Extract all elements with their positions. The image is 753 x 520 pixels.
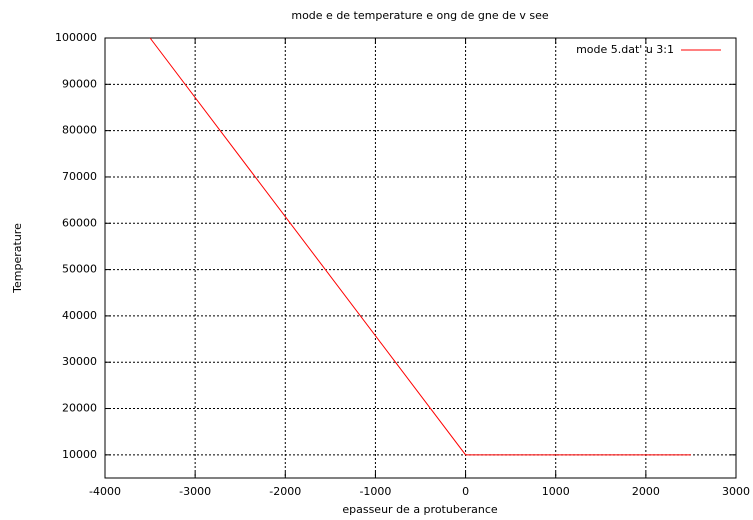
y-tick-label: 50000 (62, 263, 97, 276)
y-axis-label: Temperature (11, 223, 24, 294)
y-tick-label: 70000 (62, 170, 97, 183)
y-tick-label: 20000 (62, 402, 97, 415)
y-tick-label: 10000 (62, 448, 97, 461)
y-tick-label: 90000 (62, 77, 97, 90)
plot-frame (104, 37, 737, 479)
y-tick-label: 100000 (55, 31, 97, 44)
legend-label: mode 5.dat' u 3:1 (576, 43, 674, 56)
y-tick-label: 60000 (62, 216, 97, 229)
x-tick-label: -1000 (359, 485, 391, 498)
x-tick-label: 0 (462, 485, 469, 498)
x-tick-label: -2000 (269, 485, 301, 498)
x-tick-label: -4000 (89, 485, 121, 498)
x-tick-label: 1000 (542, 485, 570, 498)
y-tick-label: 80000 (62, 124, 97, 137)
chart-title: mode e de temperature e ong de gne de v … (291, 9, 549, 22)
y-tick-label: 40000 (62, 309, 97, 322)
y-tick-label: 30000 (62, 355, 97, 368)
x-tick-label: 2000 (632, 485, 660, 498)
x-axis-label: epasseur de a protuberance (342, 503, 498, 516)
x-tick-label: -3000 (179, 485, 211, 498)
data-line (149, 37, 691, 456)
x-tick-label: 3000 (722, 485, 750, 498)
